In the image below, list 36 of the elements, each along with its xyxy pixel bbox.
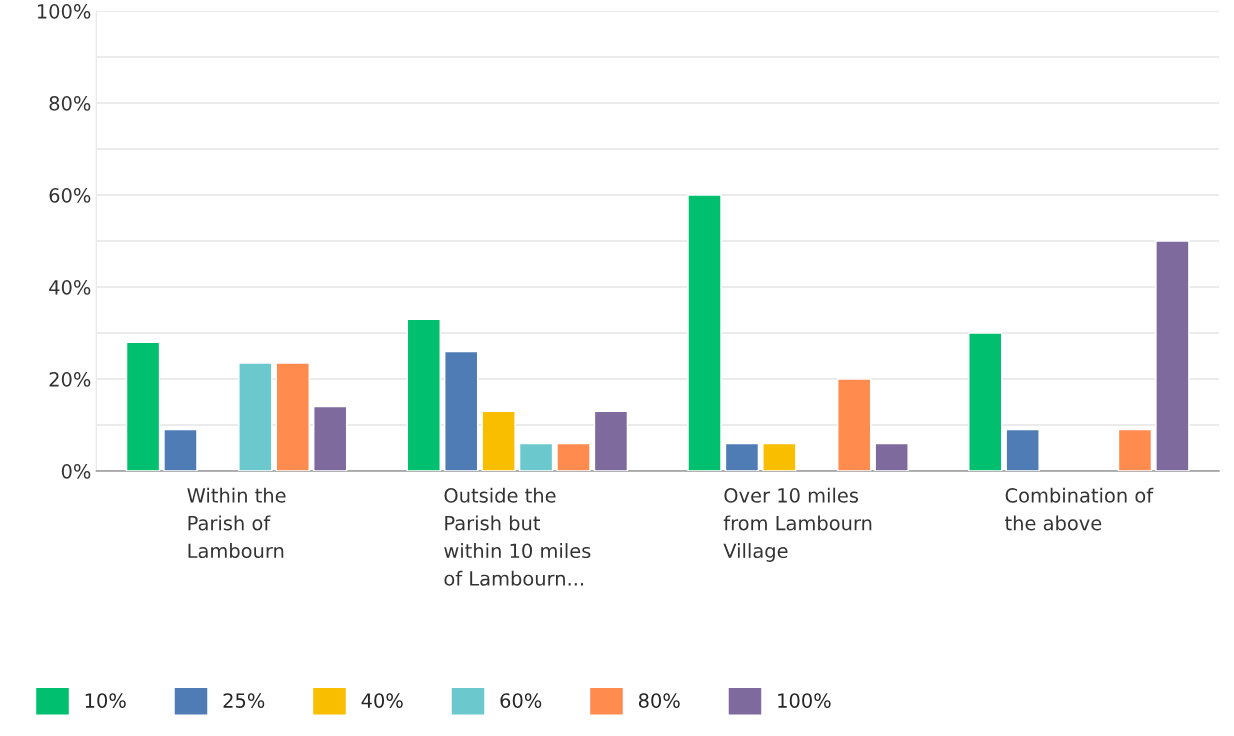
bar: [444, 350, 479, 472]
x-tick-label: Over 10 miles from Lambourn Village: [723, 487, 872, 562]
y-tick-label: 20%: [49, 372, 91, 387]
x-tick-label: Combination of the above: [1005, 487, 1154, 531]
bar: [724, 442, 760, 472]
x-tick-label: Outside the Parish but within 10 miles of Lambourn...: [444, 487, 591, 586]
bar: [125, 341, 161, 472]
bar: [968, 332, 1003, 472]
bar: [238, 362, 273, 472]
bar: [163, 428, 198, 472]
bar: [1117, 428, 1153, 472]
bar: [1155, 240, 1190, 472]
bar: [406, 318, 441, 472]
bar: [687, 194, 722, 472]
y-tick-label: 0%: [61, 464, 91, 479]
legend-label: 80%: [638, 693, 680, 708]
y-tick-label: 80%: [49, 96, 91, 111]
x-tick-label: Within the Parish of Lambourn: [187, 487, 286, 559]
y-tick-label: 60%: [49, 188, 91, 203]
bar: [593, 410, 629, 472]
bar: [1005, 428, 1040, 472]
y-tick-label: 40%: [49, 280, 91, 295]
bar: [874, 442, 909, 472]
legend-label: 100%: [778, 693, 831, 708]
bar: [837, 378, 872, 472]
y-tick-label: 100%: [37, 4, 91, 19]
legend-label: 40%: [361, 693, 403, 708]
bar: [518, 442, 554, 472]
legend-label: 60%: [500, 693, 542, 708]
legend-label: 10%: [85, 693, 126, 708]
bar: [556, 442, 591, 472]
legend-label: 25%: [223, 693, 265, 708]
bar: [481, 410, 516, 472]
bar: [275, 362, 310, 472]
bar: [313, 405, 348, 472]
bar: [762, 442, 797, 472]
